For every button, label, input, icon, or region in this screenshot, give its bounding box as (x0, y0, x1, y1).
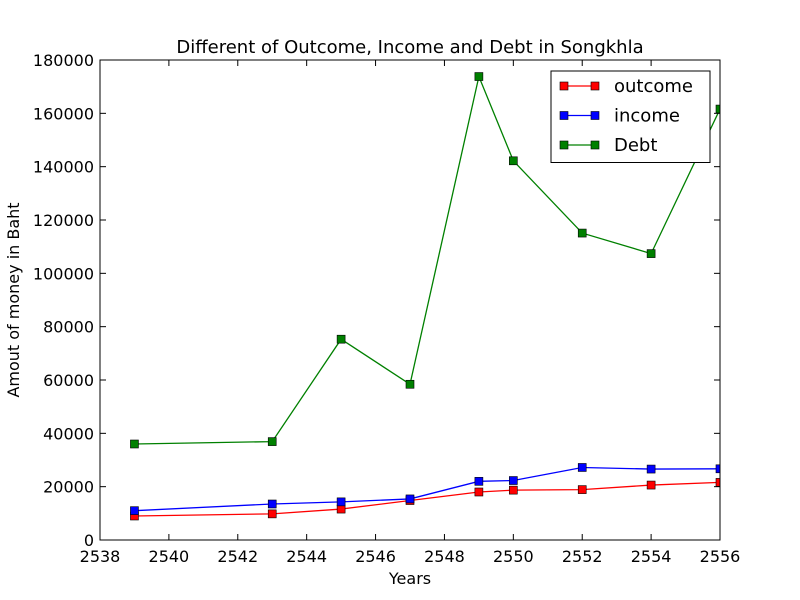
y-tick-label: 120000 (33, 211, 94, 230)
data-point-outcome (267, 509, 277, 519)
data-point-debt (336, 334, 346, 344)
x-tick-label: 2552 (562, 547, 603, 566)
series-group (130, 72, 720, 521)
data-point-debt (577, 228, 587, 238)
data-point-income (405, 494, 415, 504)
y-axis-label: Amout of money in Baht (4, 202, 23, 397)
legend-swatch-marker (590, 140, 600, 150)
x-tick-label: 2556 (700, 547, 741, 566)
chart-title: Different of Outcome, Income and Debt in… (176, 37, 643, 58)
data-point-income (715, 464, 720, 474)
data-point-debt (130, 439, 139, 449)
x-tick-label: 2540 (149, 547, 190, 566)
data-point-outcome (474, 487, 484, 497)
y-tick-label: 180000 (33, 51, 94, 70)
x-tick-label: 2548 (424, 547, 465, 566)
legend-swatch-marker (590, 111, 600, 120)
data-point-income (509, 476, 518, 485)
data-point-income (130, 506, 139, 515)
data-point-debt (715, 104, 720, 114)
legend-swatch-marker (559, 81, 569, 91)
y-tick-label: 100000 (33, 264, 94, 283)
legend-label-outcome: outcome (614, 76, 693, 97)
y-tick-label: 160000 (33, 104, 94, 123)
data-point-outcome (715, 478, 720, 487)
data-point-debt (474, 72, 484, 81)
y-tick-label: 60000 (43, 371, 94, 390)
data-point-debt (646, 249, 656, 258)
legend-label-income: income (614, 106, 680, 127)
data-point-outcome (336, 504, 346, 514)
legend-swatch-marker (590, 81, 600, 91)
plot-frame (99, 59, 721, 541)
data-point-outcome (577, 485, 587, 494)
data-point-income (267, 499, 277, 509)
x-tick-label: 2550 (493, 547, 534, 566)
data-point-outcome (509, 485, 518, 495)
series-line-outcome (134, 481, 720, 517)
y-tick-label: 140000 (33, 158, 94, 177)
series-line-income (134, 466, 720, 512)
y-tick-label: 80000 (43, 318, 94, 337)
legend-swatch-marker (559, 111, 569, 120)
x-tick-label: 2538 (80, 547, 121, 566)
legend-label-debt: Debt (614, 135, 657, 156)
x-tick-label: 2546 (355, 547, 396, 566)
legend-swatch-marker (559, 140, 569, 150)
plot-area (130, 72, 720, 521)
y-tick-label: 20000 (43, 478, 94, 497)
data-point-income (474, 477, 484, 486)
legend: outcome income Debt (550, 70, 711, 163)
x-tick-label: 2544 (286, 547, 327, 566)
data-point-income (336, 497, 346, 507)
data-point-outcome (646, 480, 656, 490)
x-tick-label: 2554 (631, 547, 672, 566)
y-tick-label: 40000 (43, 424, 94, 443)
data-point-debt (509, 156, 518, 166)
axis-ticks: 2538 2540 2542 2544 2546 2548 2550 2552 2554 2556… (33, 51, 740, 566)
x-axis-label: Years (388, 569, 431, 588)
data-point-debt (405, 379, 415, 389)
y-tick-label: 0 (84, 531, 94, 550)
data-point-income (577, 463, 587, 472)
data-point-income (646, 464, 656, 474)
x-tick-label: 2542 (217, 547, 258, 566)
data-point-debt (267, 437, 277, 446)
